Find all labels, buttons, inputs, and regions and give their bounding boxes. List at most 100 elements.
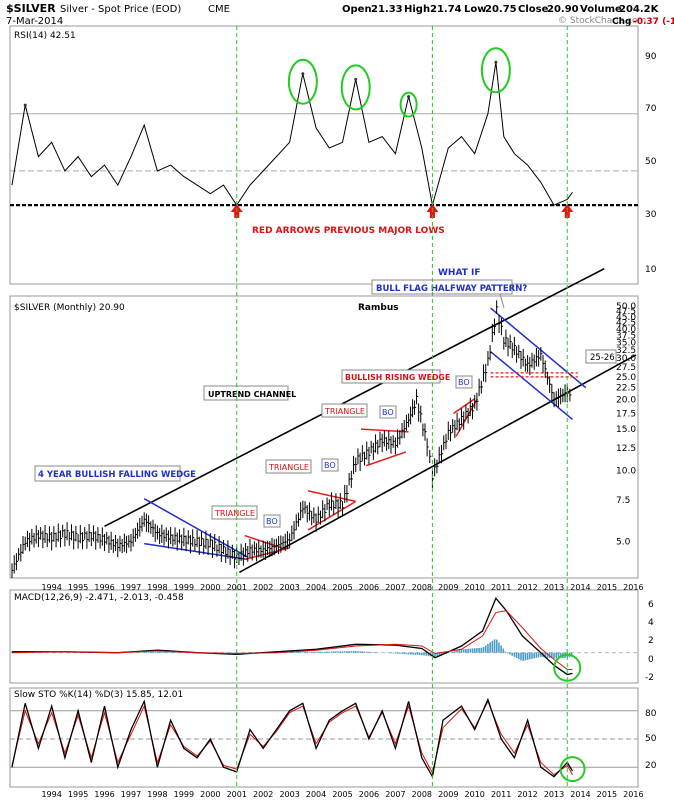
rsi-overbought-point xyxy=(354,77,358,81)
year-label-2007: 2007 xyxy=(385,583,405,592)
rsi-overbought-point xyxy=(494,60,498,64)
macd-tick-2: 2 xyxy=(648,636,654,646)
rsi-overbought-point xyxy=(23,103,27,107)
year-label-bottom-2009: 2009 xyxy=(438,790,458,799)
close-value: 20.90 xyxy=(547,4,579,15)
year-label-2009: 2009 xyxy=(438,583,458,592)
price-tick-42.5: 42.5 xyxy=(616,319,636,329)
annotation-level: 25-26 xyxy=(585,349,617,364)
price-tick-35.0: 35.0 xyxy=(616,338,636,348)
bo-label-4: BO xyxy=(458,378,470,387)
price-tick-7.5: 7.5 xyxy=(616,496,630,506)
change-label: Chg xyxy=(612,17,631,27)
macd-tick-6: 6 xyxy=(648,600,654,610)
bo-label-3: BO xyxy=(382,408,394,417)
price-tick-12.5: 12.5 xyxy=(616,444,636,454)
year-label-2006: 2006 xyxy=(359,583,379,592)
year-label-bottom-1997: 1997 xyxy=(121,790,141,799)
year-label-2015: 2015 xyxy=(597,583,617,592)
triangle-box-4 xyxy=(321,403,368,418)
year-label-2016: 2016 xyxy=(623,583,643,592)
annotation-uptrend: UPTREND CHANNEL xyxy=(203,385,296,401)
macd-label: MACD(12,26,9) -2.471, -2.013, -0.458 xyxy=(14,593,184,603)
bo-label-2: BO xyxy=(324,461,336,470)
annotation-falling-wedge: 4 YEAR BULLISH FALLING WEDGE xyxy=(34,465,196,482)
bo-box-1 xyxy=(263,514,281,528)
year-label-1996: 1996 xyxy=(94,583,114,592)
level-box xyxy=(585,349,617,364)
rsi-tick-70: 70 xyxy=(645,104,657,114)
high-value: 21.74 xyxy=(430,4,462,15)
macd-signal-line xyxy=(11,610,573,670)
triangle-label-4: TRIANGLE xyxy=(324,407,365,416)
year-label-bottom-2012: 2012 xyxy=(517,790,537,799)
year-label-2012: 2012 xyxy=(517,583,537,592)
price-tick-32.5: 32.5 xyxy=(616,346,636,356)
macd-tick-4: 4 xyxy=(648,618,654,628)
open-label: Open xyxy=(342,4,372,15)
year-label-1997: 1997 xyxy=(121,583,141,592)
falling-wedge-text: 4 YEAR BULLISH FALLING WEDGE xyxy=(38,470,196,480)
price-tick-25.0: 25.0 xyxy=(616,373,636,383)
price-tick-17.5: 17.5 xyxy=(616,409,636,419)
rsi-label: RSI(14) 42.51 xyxy=(14,31,76,41)
year-label-bottom-2001: 2001 xyxy=(227,790,247,799)
price-tick-15.0: 15.0 xyxy=(616,425,636,435)
year-label-1998: 1998 xyxy=(147,583,167,592)
annotation-rising-wedge: BULLISH RISING WEDGE xyxy=(341,369,450,384)
sto-tick-50: 50 xyxy=(645,734,657,744)
rising-wedge-text: BULLISH RISING WEDGE xyxy=(345,373,450,382)
year-label-bottom-2005: 2005 xyxy=(332,790,352,799)
level-text: 25-26 xyxy=(590,353,615,363)
year-label-2013: 2013 xyxy=(544,583,564,592)
year-label-bottom-1994: 1994 xyxy=(41,790,61,799)
chart-date: 7-Mar-2014 xyxy=(6,16,63,27)
price-label: $SILVER (Monthly) 20.90 xyxy=(14,303,125,313)
year-label-2000: 2000 xyxy=(200,583,220,592)
year-label-bottom-2006: 2006 xyxy=(359,790,379,799)
price-tick-22.5: 22.5 xyxy=(616,384,636,394)
year-label-1994: 1994 xyxy=(41,583,61,592)
bull-flag-box xyxy=(371,279,513,295)
price-tick-20.0: 20.0 xyxy=(616,396,636,406)
year-label-bottom-2010: 2010 xyxy=(465,790,485,799)
rsi-peak-marker xyxy=(287,58,318,105)
year-label-bottom-1998: 1998 xyxy=(147,790,167,799)
exchange-label: CME xyxy=(208,4,230,15)
price-tick-5.0: 5.0 xyxy=(616,538,631,548)
macd-line xyxy=(12,596,573,676)
year-label-2005: 2005 xyxy=(332,583,352,592)
year-label-bottom-2015: 2015 xyxy=(597,790,617,799)
rising-wedge-box xyxy=(341,369,441,384)
low-value: 20.75 xyxy=(485,4,517,15)
year-label-2014: 2014 xyxy=(570,583,590,592)
year-label-bottom-1995: 1995 xyxy=(68,790,88,799)
year-label-1999: 1999 xyxy=(174,583,194,592)
year-label-bottom-2016: 2016 xyxy=(623,790,643,799)
price-tick-10.0: 10.0 xyxy=(616,467,636,477)
triangle-box-2 xyxy=(211,505,258,520)
sto-marker xyxy=(559,756,586,783)
open-value: 21.33 xyxy=(371,4,403,15)
price-tick-30.0: 30.0 xyxy=(616,354,636,364)
symbol-title: $SILVER xyxy=(6,2,56,15)
rsi-overbought-point xyxy=(301,72,305,76)
year-label-bottom-1996: 1996 xyxy=(94,790,114,799)
year-label-1995: 1995 xyxy=(68,583,88,592)
bull-flag-pointer xyxy=(499,293,505,309)
sto-panel-frame xyxy=(9,687,639,788)
rsi-overbought-point xyxy=(407,95,411,99)
price-tick-45.0: 45.0 xyxy=(616,313,636,323)
bo-box-2 xyxy=(321,458,339,472)
macd-tick-0: 0 xyxy=(648,655,654,665)
close-label: Close xyxy=(518,4,549,15)
macd-panel-frame xyxy=(9,589,639,684)
rsi-peak-marker xyxy=(340,64,371,111)
year-label-2008: 2008 xyxy=(412,583,432,592)
year-label-2004: 2004 xyxy=(306,583,326,592)
bo-box-3 xyxy=(379,405,397,419)
uptrend-text: UPTREND CHANNEL xyxy=(208,390,296,399)
falling-wedge-box xyxy=(34,465,181,482)
triangle-label-3: TRIANGLE xyxy=(268,463,309,472)
